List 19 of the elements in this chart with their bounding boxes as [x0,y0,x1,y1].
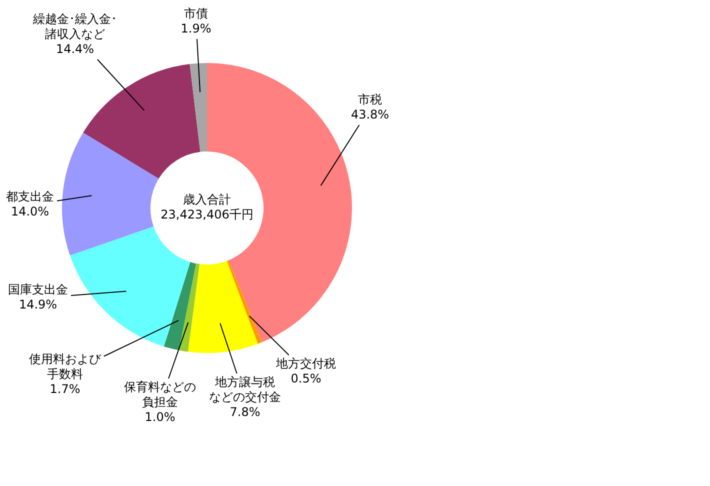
slice-label: 国庫支出金 [8,282,68,297]
data-label: 43.8% [350,108,390,122]
data-label: 14.0% [10,204,50,219]
data-label: 1.7% [50,382,80,396]
slice-label: 使用料および手数料 [29,352,102,382]
text: 歳入合計 23,423,406千円 [160,192,254,222]
slice-label: 繰越金･繰入金･諸収入など [32,12,117,42]
slice-label: 都支出金 [6,190,54,204]
data-label: 0.5% [290,372,322,386]
data-label: 7.8% [230,405,260,420]
slice-label: 地方交付税 [275,356,336,371]
data-label: 14.4% [56,42,94,56]
slice-label: 市税 [358,92,382,107]
slice-label: 地方譲与税などの交付金 [209,375,281,404]
data-label: 14.9% [18,298,58,312]
data-label: 1.0% [144,410,176,424]
slice-label: 保育料などの負担金 [124,380,196,410]
data-label: 1.9% [180,22,212,36]
slice-label: 市債 [184,6,208,21]
